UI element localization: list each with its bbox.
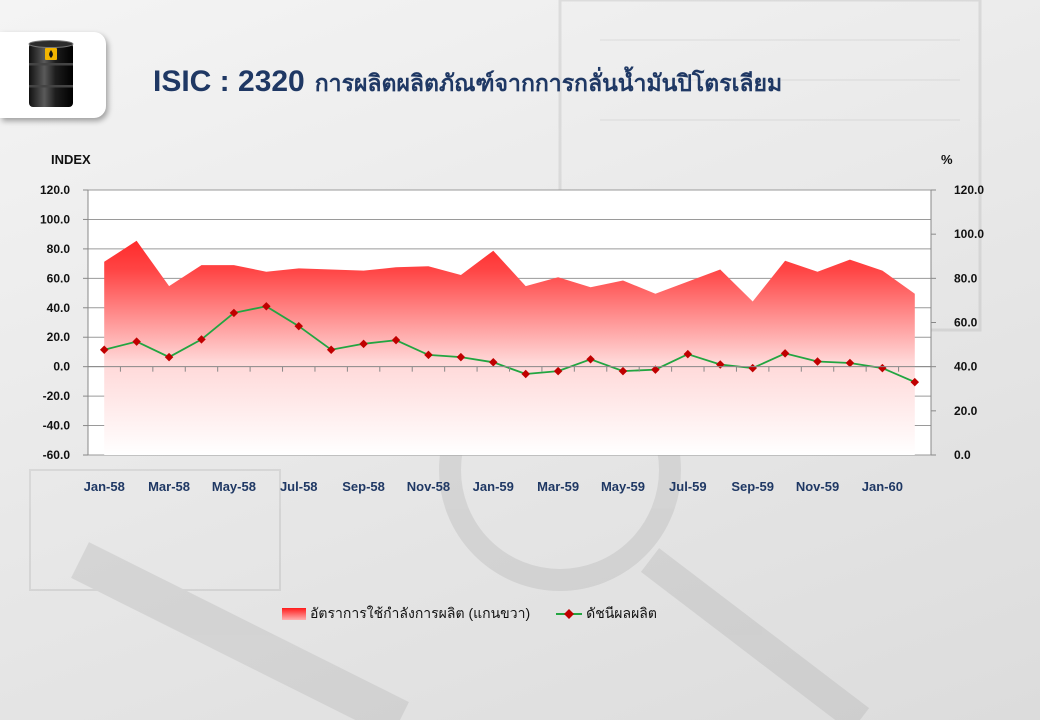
production-index-point [489,358,498,367]
left-tick-label: -40.0 [43,419,71,433]
left-axis-label: INDEX [51,152,91,167]
production-index-point [586,355,595,364]
x-tick-label: Jan-59 [473,479,514,494]
left-tick-label: 100.0 [40,212,70,226]
production-index-point [99,345,109,354]
right-tick-label: 100.0 [954,227,984,241]
production-index-point [651,365,660,374]
capacity-area-layer [104,240,915,455]
logo-box [0,32,106,118]
industry-title: การผลิตผลิตภัณฑ์จากการกลั่นน้ำมันปิโตรเล… [314,70,783,96]
left-tick-label: 40.0 [47,301,71,315]
production-index-point [683,349,693,359]
production-index-point [618,366,628,376]
production-index-point [878,363,887,373]
production-index-point [359,339,368,349]
left-tick-label: 20.0 [47,330,71,344]
left-tick-label: 0.0 [53,360,70,374]
legend-label-index: ดัชนีผลผลิต [586,605,657,621]
legend-swatch-capacity [282,608,306,620]
page-title: ISIC : 2320 การผลิตผลิตภัณฑ์จากการกลั่นน้… [153,62,782,102]
production-index-layer [99,302,920,387]
x-tick-label: Mar-58 [148,479,190,494]
x-tick-label: Sep-58 [342,479,385,494]
production-index-point [424,350,433,360]
x-tick-label: Nov-58 [407,479,450,494]
left-tick-label: -20.0 [43,389,71,403]
production-index-point [197,335,206,344]
production-index-point [910,377,920,387]
production-index-point [294,321,303,331]
x-tick-label: Sep-59 [731,479,774,494]
production-index-point [229,308,239,318]
x-tick-label: May-58 [212,479,256,494]
production-index-point [391,335,401,345]
production-index-point [748,363,757,373]
legend-label-capacity: อัตราการใช้กำลังการผลิต (แกนขวา) [310,605,531,621]
production-index-point [132,337,141,346]
x-tick-label: May-59 [601,479,645,494]
x-tick-label: Mar-59 [537,479,579,494]
oil-barrel-icon [28,40,74,107]
right-tick-label: 80.0 [954,271,978,285]
production-index-point [164,352,174,362]
right-axis-label: % [941,152,953,167]
right-tick-label: 40.0 [954,360,978,374]
x-tick-label: Jan-58 [84,479,125,494]
capacity-utilization-area [104,240,915,455]
axes: 120.0 100.0 80.0 60.0 40.0 20.0 0.0 -20.0 -40.0 -… [40,183,984,494]
left-tick-label: 60.0 [47,271,71,285]
right-tick-label: 0.0 [954,448,971,462]
legend-swatch-index [556,609,583,619]
production-index-point [813,357,822,366]
right-tick-label: 60.0 [954,316,978,330]
x-tick-label: Jul-58 [280,479,318,494]
x-tick-label: Jul-59 [669,479,707,494]
production-index-point [262,302,271,311]
legend-item-capacity: อัตราการใช้กำลังการผลิต (แกนขวา) [282,603,530,625]
left-tick-label: 120.0 [40,183,70,197]
production-index-point [456,352,466,362]
right-tick-label: 120.0 [954,183,984,197]
production-index-point [780,349,790,358]
left-tick-label: -60.0 [43,448,71,462]
production-index-point [553,366,563,376]
x-tick-label: Nov-59 [796,479,839,494]
x-tick-label: Jan-60 [862,479,903,494]
production-index-point [521,369,530,379]
left-tick-label: 80.0 [47,242,71,256]
legend: อัตราการใช้กำลังการผลิต (แกนขวา) ดัชนีผล… [282,604,683,624]
production-index-point [845,358,855,368]
legend-item-index: ดัชนีผลผลิต [556,603,657,625]
isic-code: ISIC : 2320 [153,65,305,98]
right-tick-label: 20.0 [954,404,978,418]
production-index-point [326,345,336,354]
